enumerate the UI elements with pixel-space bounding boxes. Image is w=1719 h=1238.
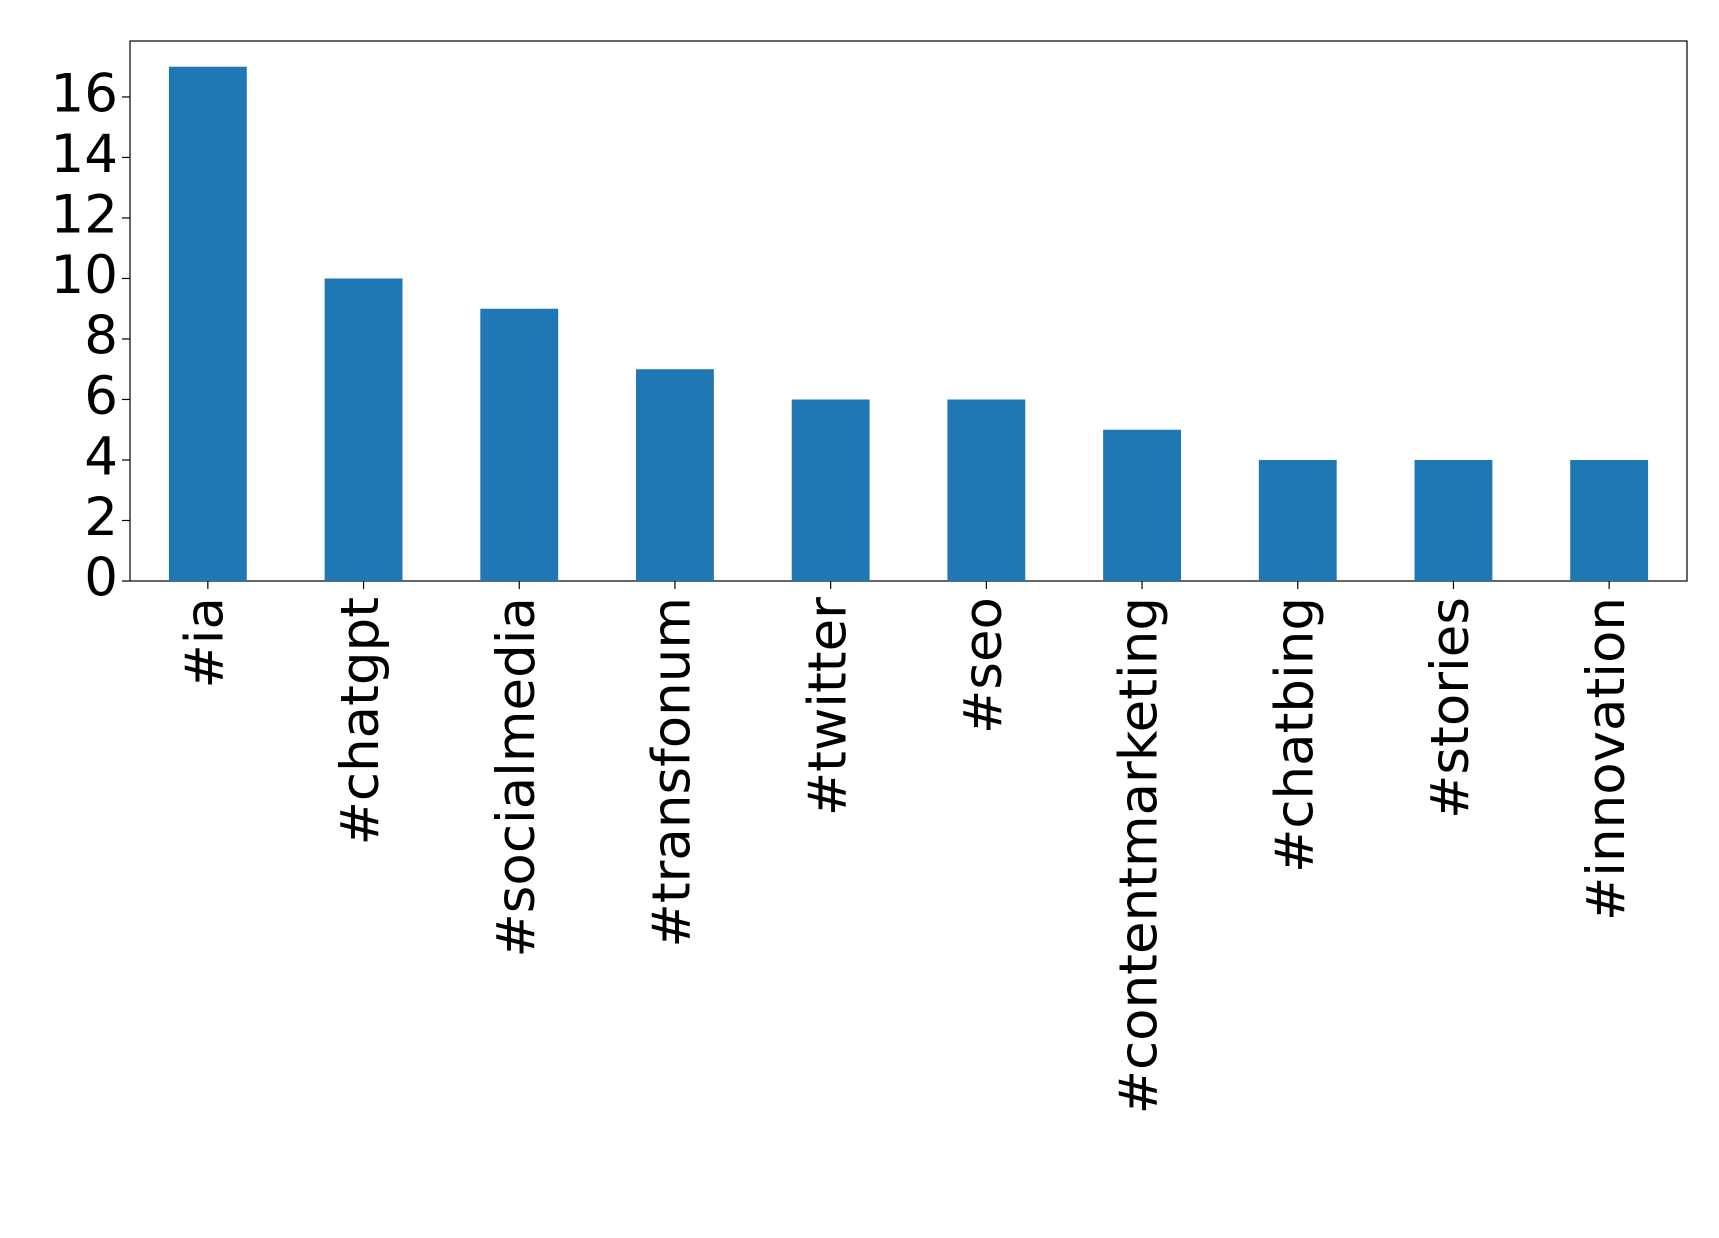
x-tick-label: #socialmedia [486, 597, 547, 958]
y-tick-label: 4 [84, 427, 118, 488]
x-tick-label: #stories [1420, 597, 1481, 819]
bar [1414, 459, 1493, 581]
x-tick-label: #innovation [1576, 597, 1637, 921]
bar [947, 399, 1026, 581]
bar [324, 278, 403, 581]
bar [1103, 429, 1181, 581]
x-tick-label: #contentmarketing [1109, 597, 1170, 1114]
bar [1258, 459, 1337, 581]
y-tick-label: 2 [84, 487, 118, 548]
y-tick-label: 0 [84, 548, 118, 609]
x-tick-label: #transfonum [642, 597, 703, 948]
y-tick-label: 14 [51, 124, 118, 185]
x-tick-label: #chatgpt [330, 597, 391, 845]
bar [791, 399, 870, 581]
y-tick-label: 8 [84, 306, 118, 367]
plot-frame [129, 40, 1688, 582]
x-tick-label: #twitter [797, 597, 858, 816]
x-tick-label: #ia [174, 597, 235, 689]
bar [168, 66, 247, 581]
y-tick-label: 6 [84, 366, 118, 427]
x-tick-label: #chatbing [1264, 597, 1325, 873]
y-tick-label: 10 [51, 245, 118, 306]
y-tick-label: 12 [51, 185, 118, 246]
y-tick-label: 16 [51, 64, 118, 125]
bar [480, 308, 559, 581]
bar [636, 369, 714, 581]
x-tick-label: #seo [953, 597, 1014, 734]
bar [1570, 459, 1649, 581]
